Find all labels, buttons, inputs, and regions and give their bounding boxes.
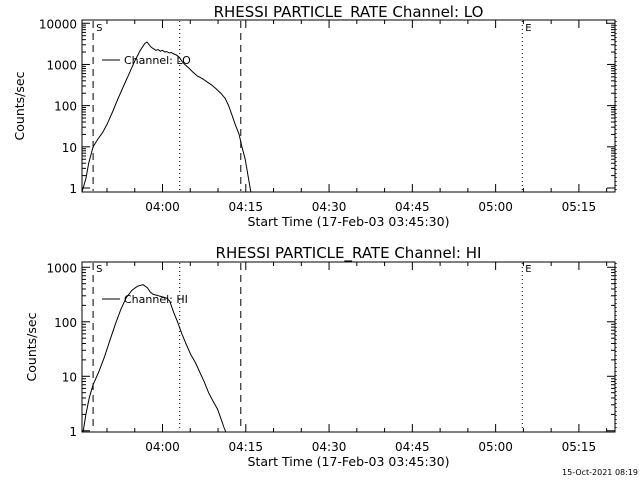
x-tick-label: 04:00 (145, 200, 180, 214)
x-tick-label: 04:15 (228, 440, 263, 454)
chart-title: RHESSI PARTICLE_RATE Channel: LO (214, 3, 484, 22)
x-tick-label: 04:30 (312, 200, 347, 214)
y-tick-label: 10000 (39, 17, 77, 31)
series-line-hi (82, 284, 227, 433)
footer-timestamp: 15-Oct-2021 08:19 (562, 468, 638, 477)
x-tick-label: 04:30 (312, 440, 347, 454)
x-axis-label: Start Time (17-Feb-03 03:45:30) (248, 454, 450, 469)
legend-label: Channel: LO (124, 54, 191, 67)
plot-frame (81, 19, 616, 193)
chart-panel-hi (81, 261, 617, 433)
marker-label: S (96, 23, 102, 34)
x-tick-label: 04:00 (145, 440, 180, 454)
x-tick-label: 05:00 (478, 440, 513, 454)
legend-label: Channel: HI (124, 293, 188, 306)
y-axis-label: Counts/sec (24, 312, 39, 381)
series-line-lo (81, 41, 252, 193)
x-tick-label: 05:15 (562, 200, 597, 214)
x-tick-label: 04:45 (395, 200, 430, 214)
y-axis-label: Counts/sec (12, 71, 27, 140)
y-tick-label: 100 (54, 100, 77, 114)
y-tick-label: 1000 (46, 58, 77, 72)
y-tick-label: 1 (69, 425, 77, 439)
chart-panel-lo (81, 19, 617, 193)
chart-title: RHESSI PARTICLE_RATE Channel: HI (216, 244, 482, 263)
marker-label: E (525, 264, 531, 275)
x-tick-label: 05:00 (478, 200, 513, 214)
y-tick-label: 100 (54, 316, 77, 330)
x-axis-label: Start Time (17-Feb-03 03:45:30) (248, 214, 450, 229)
x-tick-label: 05:15 (562, 440, 597, 454)
x-tick-label: 04:15 (228, 200, 263, 214)
y-tick-label: 1 (69, 182, 77, 196)
y-tick-label: 1000 (46, 261, 77, 275)
x-tick-label: 04:45 (395, 440, 430, 454)
marker-label: S (96, 264, 102, 275)
plot-frame (81, 261, 616, 433)
y-tick-label: 10 (62, 141, 77, 155)
marker-label: E (525, 23, 531, 34)
y-tick-label: 10 (62, 370, 77, 384)
